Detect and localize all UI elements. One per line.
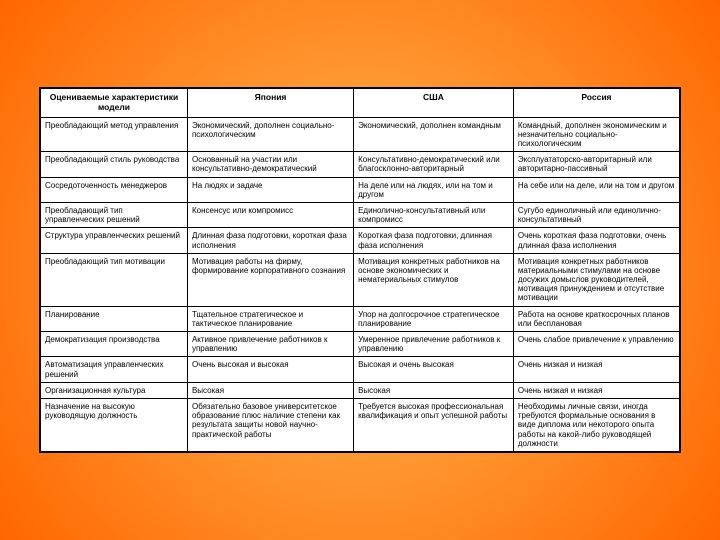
data-cell: Активное привлечение работников к управл…: [187, 332, 353, 357]
slide-background: Оцениваемые характеристики модели Япония…: [0, 0, 720, 540]
data-cell: Экономический, дополнен социально-психол…: [187, 117, 353, 152]
data-cell: Очень короткая фаза подготовки, очень дл…: [513, 228, 679, 253]
data-cell: Очень высокая и высокая: [187, 357, 353, 382]
data-cell: Экономический, дополнен командным: [354, 117, 514, 152]
data-cell: Упор на долгосрочное стратегическое план…: [354, 306, 514, 331]
data-cell: Очень слабое привлечение к управлению: [513, 332, 679, 357]
data-cell: Сугубо единоличный или единолично-консул…: [513, 202, 679, 227]
comparison-table: Оцениваемые характеристики модели Япония…: [40, 88, 680, 452]
col-header-usa: США: [354, 89, 514, 118]
col-header-russia: Россия: [513, 89, 679, 118]
row-label-cell: Преобладающий стиль руководства: [41, 152, 188, 177]
data-cell: Очень низкая и низкая: [513, 357, 679, 382]
table-row: Преобладающий стиль руководстваОснованны…: [41, 152, 680, 177]
row-label-cell: Преобладающий тип мотивации: [41, 253, 188, 306]
table-row: Сосредоточенность менеджеровНа людях и з…: [41, 177, 680, 202]
table-row: Преобладающий тип мотивацииМотивация раб…: [41, 253, 680, 306]
data-cell: Мотивация конкретных работников материал…: [513, 253, 679, 306]
data-cell: Консенсус или компромисс: [187, 202, 353, 227]
col-header-characteristic: Оцениваемые характеристики модели: [41, 89, 188, 118]
table-header-row: Оцениваемые характеристики модели Япония…: [41, 89, 680, 118]
data-cell: Единолично-консультативный или компромис…: [354, 202, 514, 227]
comparison-table-panel: Оцениваемые характеристики модели Япония…: [39, 87, 681, 453]
data-cell: Требуется высокая профессиональная квали…: [354, 398, 514, 451]
data-cell: На людях и задаче: [187, 177, 353, 202]
data-cell: Высокая: [354, 382, 514, 398]
row-label-cell: Демократизация производства: [41, 332, 188, 357]
data-cell: Консультативно-демократический или благо…: [354, 152, 514, 177]
data-cell: Обязательно базовое университетское обра…: [187, 398, 353, 451]
row-label-cell: Преобладающий тип управленческих решений: [41, 202, 188, 227]
data-cell: Мотивация конкретных работников на основ…: [354, 253, 514, 306]
data-cell: Высокая: [187, 382, 353, 398]
table-row: Организационная культураВысокаяВысокаяОч…: [41, 382, 680, 398]
data-cell: Эксплуататорско-авторитарный или авторит…: [513, 152, 679, 177]
data-cell: Командный, дополнен экономическим и незн…: [513, 117, 679, 152]
row-label-cell: Автоматизация управленческих решений: [41, 357, 188, 382]
data-cell: Умеренное привлечение работников к управ…: [354, 332, 514, 357]
data-cell: Основанный на участии или консультативно…: [187, 152, 353, 177]
data-cell: Короткая фаза подготовки, длинная фаза и…: [354, 228, 514, 253]
table-row: Демократизация производстваАктивное прив…: [41, 332, 680, 357]
data-cell: Тщательное стратегическое и тактическое …: [187, 306, 353, 331]
data-cell: Мотивация работы на фирму, формирование …: [187, 253, 353, 306]
data-cell: Высокая и очень высокая: [354, 357, 514, 382]
row-label-cell: Планирование: [41, 306, 188, 331]
table-row: Преобладающий тип управленческих решений…: [41, 202, 680, 227]
data-cell: На себе или на деле, или на том и другом: [513, 177, 679, 202]
table-row: Назначение на высокую руководящую должно…: [41, 398, 680, 451]
data-cell: Работа на основе краткосрочных планов ил…: [513, 306, 679, 331]
col-header-japan: Япония: [187, 89, 353, 118]
table-row: Преобладающий метод управленияЭкономичес…: [41, 117, 680, 152]
data-cell: Необходимы личные связи, иногда требуютс…: [513, 398, 679, 451]
table-body: Преобладающий метод управленияЭкономичес…: [41, 117, 680, 451]
row-label-cell: Сосредоточенность менеджеров: [41, 177, 188, 202]
row-label-cell: Назначение на высокую руководящую должно…: [41, 398, 188, 451]
table-row: ПланированиеТщательное стратегическое и …: [41, 306, 680, 331]
data-cell: Длинная фаза подготовки, короткая фаза и…: [187, 228, 353, 253]
data-cell: Очень низкая и низкая: [513, 382, 679, 398]
row-label-cell: Организационная культура: [41, 382, 188, 398]
data-cell: На деле или на людях, или на том и друго…: [354, 177, 514, 202]
row-label-cell: Структура управленческих решений: [41, 228, 188, 253]
table-row: Автоматизация управленческих решенийОчен…: [41, 357, 680, 382]
row-label-cell: Преобладающий метод управления: [41, 117, 188, 152]
table-row: Структура управленческих решенийДлинная …: [41, 228, 680, 253]
